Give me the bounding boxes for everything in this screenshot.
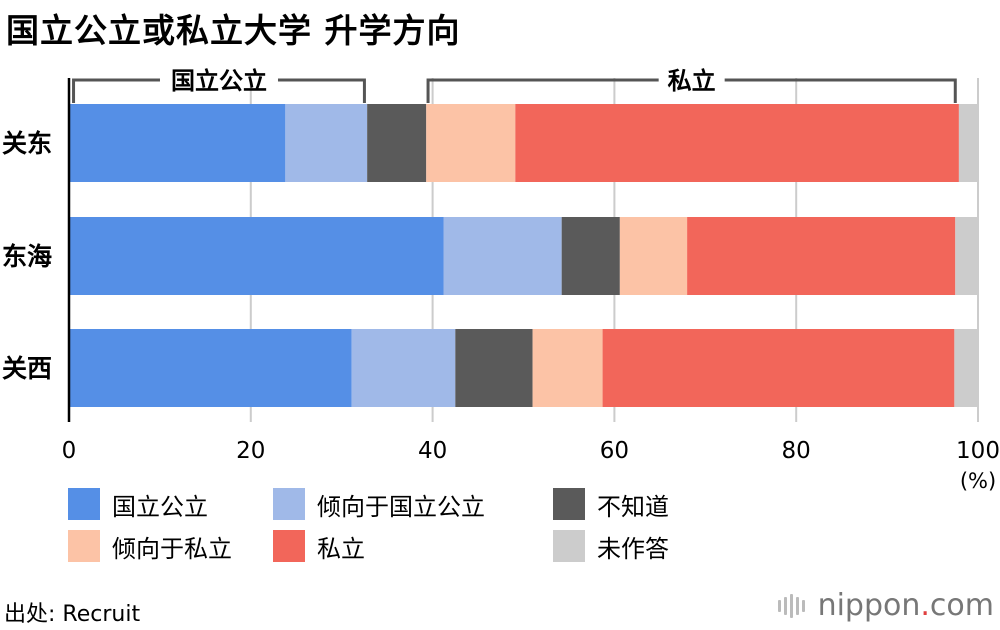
- legend-item: 倾向于私立: [68, 528, 273, 564]
- bar-2-2: [455, 329, 533, 407]
- brand-bars-icon: [777, 593, 808, 618]
- bracket-label: 私立: [668, 67, 716, 95]
- legend-swatch: [273, 530, 305, 562]
- brand-suffix: com: [929, 588, 994, 623]
- brand-dot: .: [920, 588, 930, 623]
- legend-swatch: [68, 530, 100, 562]
- x-tick-label: 100: [956, 438, 1000, 464]
- bar-0-0: [69, 104, 286, 182]
- legend-label: 不知道: [597, 492, 669, 521]
- bar-1-4: [687, 217, 956, 295]
- legend-swatch: [553, 530, 585, 562]
- bar-0-4: [515, 104, 959, 182]
- bracket-label: 国立公立: [171, 67, 267, 95]
- category-label: 东海: [2, 242, 52, 271]
- bar-1-0: [69, 217, 444, 295]
- legend-item: 不知道: [553, 486, 703, 522]
- legend-item: 国立公立: [68, 486, 273, 522]
- bar-2-0: [69, 329, 352, 407]
- legend-label: 私立: [317, 534, 365, 563]
- source-label: 出处:: [4, 602, 56, 627]
- legend-swatch: [553, 488, 585, 520]
- legend-item: 私立: [273, 528, 553, 564]
- brand-logo: nippon. com: [777, 588, 994, 623]
- source-note: 出处: Recruit: [4, 596, 140, 628]
- x-tick-label: 40: [418, 438, 447, 464]
- bar-0-3: [426, 104, 516, 182]
- chart-title: 国立公立或私立大学 升学方向: [6, 11, 461, 50]
- legend-item: 倾向于国立公立: [273, 486, 553, 522]
- x-unit-label: (%): [960, 469, 996, 493]
- bracket-line: [426, 78, 659, 103]
- bar-2-1: [351, 329, 456, 407]
- bracket-line: [724, 78, 957, 103]
- legend-label: 未作答: [597, 534, 669, 563]
- legend-swatch: [68, 488, 100, 520]
- legend-label: 国立公立: [112, 492, 208, 521]
- legend-label: 倾向于国立公立: [317, 492, 485, 521]
- x-tick-label: 20: [236, 438, 265, 464]
- bar-2-4: [602, 329, 955, 407]
- bar-0-5: [958, 104, 978, 182]
- bar-1-5: [955, 217, 978, 295]
- category-label: 关东: [2, 129, 52, 158]
- legend: 国立公立 倾向于国立公立 不知道倾向于私立 私立 未作答: [68, 486, 708, 564]
- bar-2-3: [532, 329, 603, 407]
- legend-label: 倾向于私立: [112, 534, 232, 563]
- x-tick-label: 80: [782, 438, 811, 464]
- bar-2-5: [954, 329, 978, 407]
- legend-swatch: [273, 488, 305, 520]
- x-tick-label: 60: [600, 438, 629, 464]
- bar-0-1: [285, 104, 368, 182]
- bar-0-2: [367, 104, 427, 182]
- legend-item: 未作答: [553, 528, 703, 564]
- bar-1-3: [619, 217, 688, 295]
- bar-1-2: [561, 217, 620, 295]
- bracket-line: [72, 78, 160, 103]
- source-value: Recruit: [62, 602, 141, 627]
- category-label: 关西: [2, 354, 52, 383]
- brand-name: nippon: [817, 588, 921, 623]
- bar-1-1: [443, 217, 562, 295]
- bracket-line: [277, 78, 366, 103]
- x-tick-label: 0: [62, 438, 77, 464]
